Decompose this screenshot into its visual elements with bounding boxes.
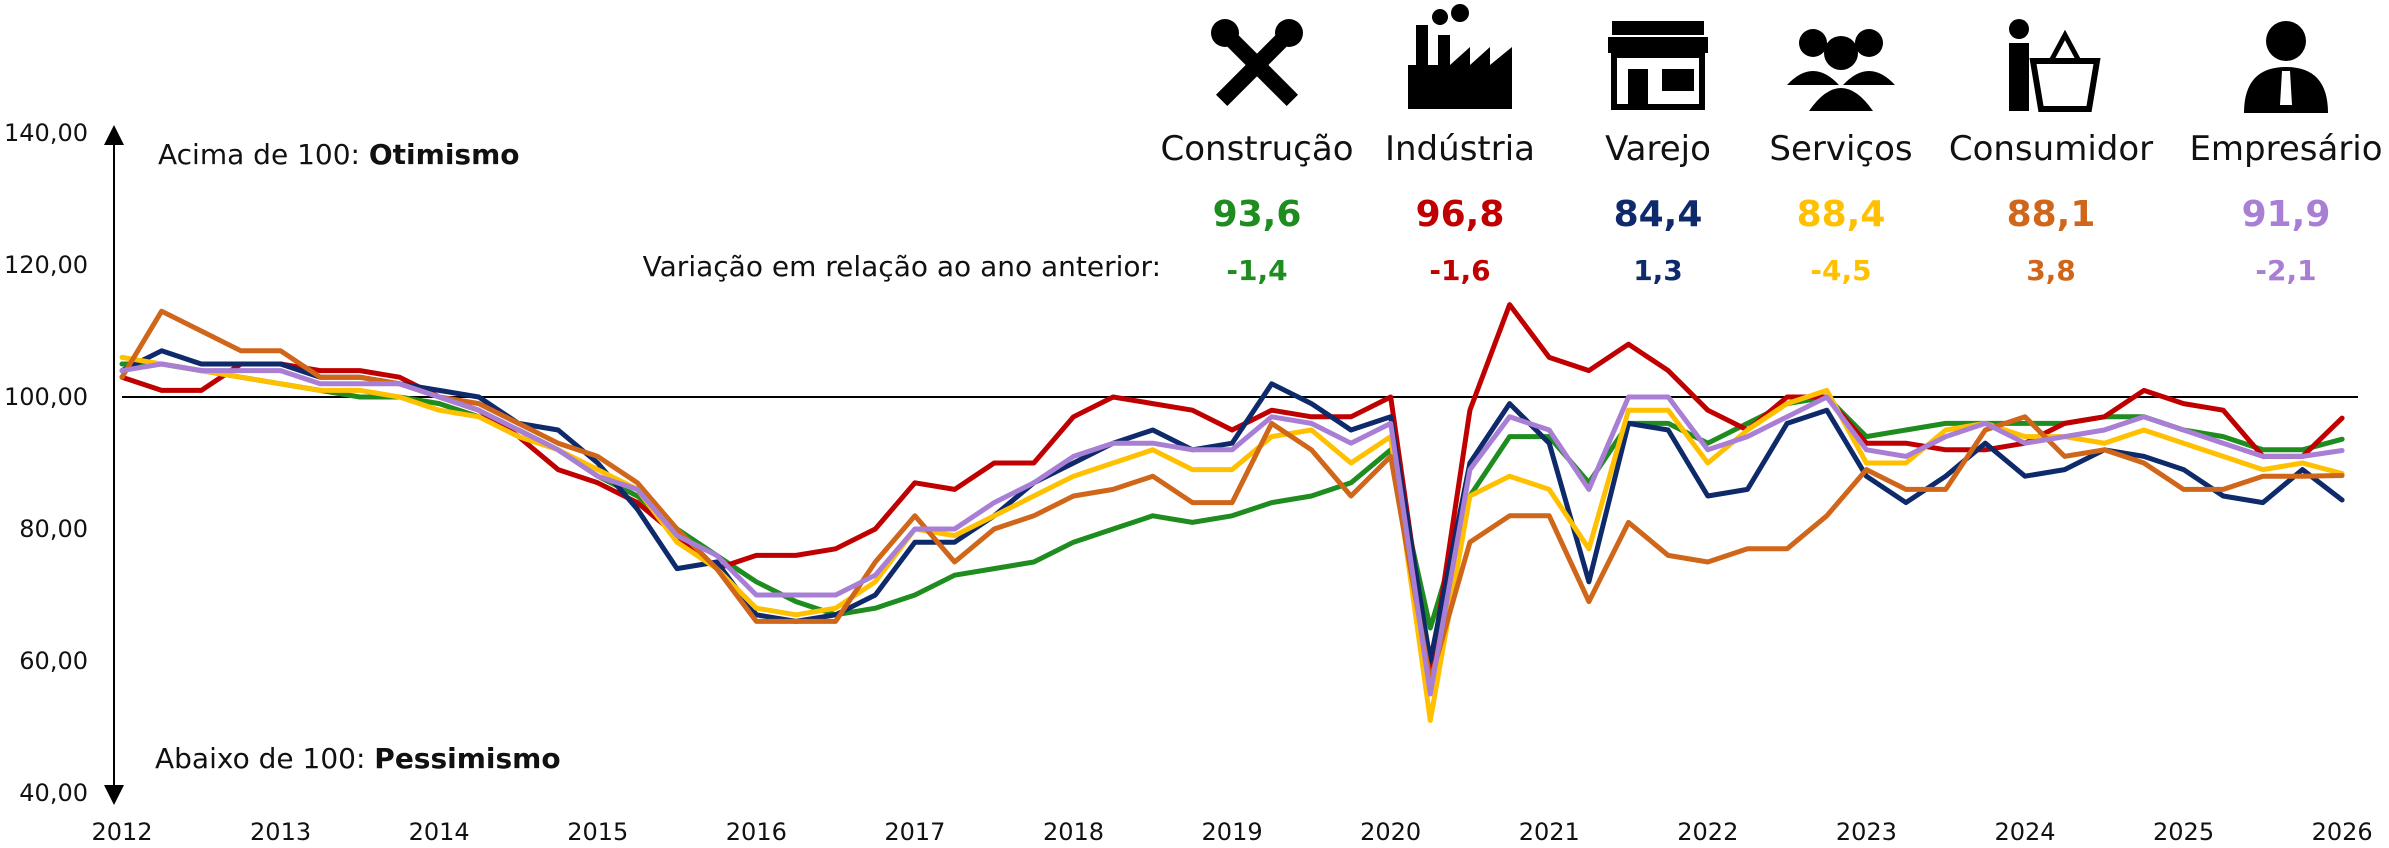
x-tick-label: 2019 <box>1202 818 1263 844</box>
legend-value: 96,8 <box>1416 194 1505 235</box>
x-tick-label: 2016 <box>726 818 787 844</box>
x-tick-label: 2023 <box>1836 818 1897 844</box>
x-tick-label: 2014 <box>409 818 470 844</box>
icon-people <box>1787 29 1895 111</box>
y-tick-label: 80,00 <box>19 515 88 543</box>
legend-name: Serviços <box>1769 129 1912 169</box>
x-tick-label: 2015 <box>567 818 628 844</box>
series-line <box>119 354 2345 723</box>
icon-store <box>1608 21 1708 110</box>
legend-name: Construção <box>1161 129 1354 169</box>
legend-name: Indústria <box>1385 129 1535 169</box>
icon-businessman <box>2244 21 2328 113</box>
icon-consumer <box>2009 19 2101 112</box>
legend-change: -2,1 <box>2255 254 2316 287</box>
y-tick-label: 120,00 <box>4 251 88 279</box>
annotation-top: Acima de 100: Otimismo <box>158 138 520 171</box>
series-line <box>119 361 2345 697</box>
legend-value: 88,4 <box>1797 194 1886 235</box>
x-tick-label: 2012 <box>91 818 152 844</box>
change-note: Variação em relação ao ano anterior: <box>643 250 1161 283</box>
legend-name: Consumidor <box>1949 129 2153 169</box>
x-tick-label: 2022 <box>1677 818 1738 844</box>
legend-value: 88,1 <box>2007 194 2096 235</box>
y-tick-label: 100,00 <box>4 383 88 411</box>
legend-value: 93,6 <box>1213 194 1302 235</box>
x-tick-label: 2020 <box>1360 818 1421 844</box>
icon-tools <box>1211 19 1303 107</box>
legend-change: -1,4 <box>1226 254 1287 287</box>
legend-change: -4,5 <box>1810 254 1871 287</box>
x-tick-label: 2017 <box>884 818 945 844</box>
legend-value: 84,4 <box>1614 194 1703 235</box>
legend-name: Varejo <box>1605 129 1711 169</box>
x-tick-label: 2026 <box>2312 818 2373 844</box>
legend-change: 3,8 <box>2026 254 2076 287</box>
icons <box>1211 4 2328 113</box>
x-tick-label: 2024 <box>1994 818 2055 844</box>
x-tick-label: 2021 <box>1519 818 1580 844</box>
series-line <box>119 302 2345 677</box>
legend-value: 91,9 <box>2242 194 2331 235</box>
y-tick-label: 140,00 <box>4 119 88 147</box>
legend-name: Empresário <box>2189 129 2382 169</box>
annotation-bottom: Abaixo de 100: Pessimismo <box>155 742 561 775</box>
legend-change: 1,3 <box>1633 254 1683 287</box>
y-tick-label: 40,00 <box>19 779 88 807</box>
x-tick-label: 2013 <box>250 818 311 844</box>
legend-change: -1,6 <box>1429 254 1490 287</box>
x-tick-label: 2025 <box>2153 818 2214 844</box>
y-tick-label: 60,00 <box>19 647 88 675</box>
icon-factory <box>1408 4 1512 109</box>
x-tick-label: 2018 <box>1043 818 1104 844</box>
series-line <box>119 308 2345 684</box>
